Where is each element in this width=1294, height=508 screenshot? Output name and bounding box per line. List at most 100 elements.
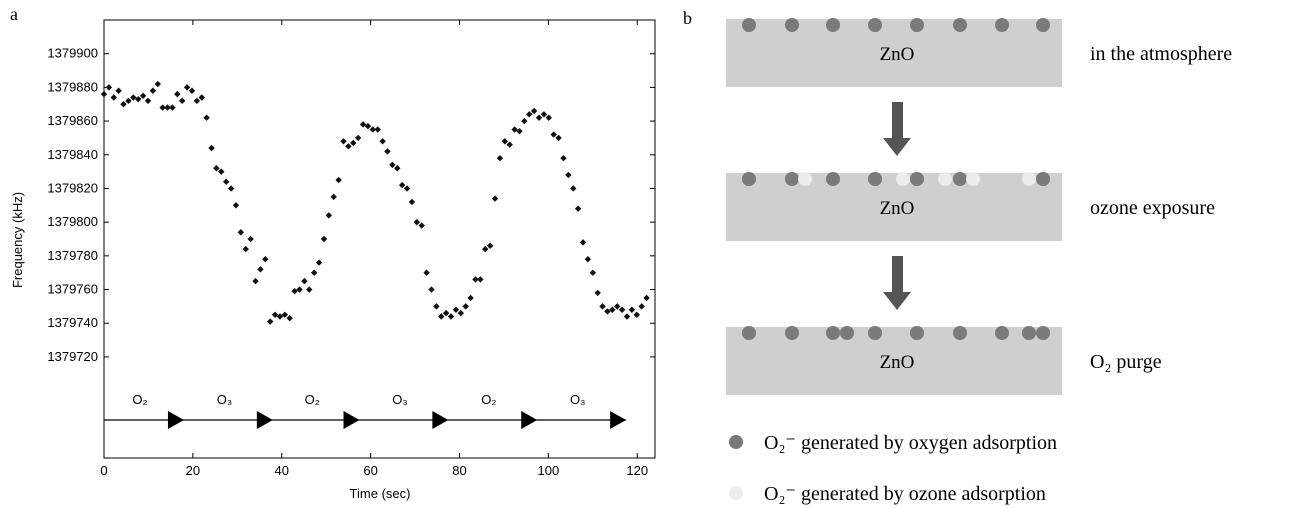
data-point: [237, 229, 245, 236]
step-caption: in the atmosphere: [1090, 43, 1232, 65]
data-point: [521, 117, 528, 125]
data-point: [384, 148, 391, 155]
data-point: [477, 276, 484, 283]
phase-label: O₃: [392, 392, 407, 407]
data-point: [183, 84, 191, 91]
data-point: [482, 245, 489, 253]
data-point: [149, 87, 157, 94]
data-point: [516, 127, 523, 135]
data-point: [125, 97, 132, 105]
data-point: [628, 306, 636, 313]
y-tick-label: 1379740: [47, 315, 98, 330]
data-point: [433, 303, 440, 310]
data-point: [232, 202, 240, 209]
data-point: [203, 114, 210, 121]
data-point: [208, 144, 215, 152]
diagram: ZnO ZnO ZnO in the atmosphere ozone expo…: [726, 18, 1232, 505]
data-point: [105, 84, 113, 91]
phase-arrowhead: [167, 411, 184, 429]
data-point: [604, 308, 611, 315]
y-tick-label: 1379900: [47, 46, 98, 61]
data-point: [545, 114, 552, 121]
data-point: [501, 138, 509, 145]
data-point: [257, 266, 264, 273]
data-point: [555, 134, 562, 142]
data-point: [394, 165, 401, 172]
data-point: [457, 309, 465, 317]
data-point: [169, 104, 176, 111]
data-point: [584, 256, 592, 263]
data-point: [100, 90, 108, 98]
process-arrows: [883, 102, 911, 310]
data-point: [188, 87, 196, 94]
oxygen-dots: [742, 18, 1050, 340]
data-point: [350, 139, 357, 147]
data-point: [565, 171, 572, 179]
data-point: [496, 154, 504, 162]
data-point: [213, 165, 220, 172]
x-tick-label: 20: [186, 463, 200, 478]
data-point: [266, 318, 274, 325]
data-point: [403, 185, 411, 192]
data-point: [154, 80, 161, 88]
data-point: [467, 294, 474, 302]
data-point: [179, 97, 186, 105]
y-tick-label: 1379780: [47, 248, 98, 263]
phase-arrowhead: [343, 411, 360, 429]
legend-text: O₂⁻ generated by ozone adsorption: [764, 483, 1046, 505]
data-point: [447, 313, 455, 320]
phase-label: O₃: [570, 392, 585, 407]
phase-label: O₂: [481, 392, 496, 407]
data-point: [418, 222, 425, 229]
block-label: ZnO: [880, 198, 915, 219]
data-point: [589, 269, 596, 276]
data-point: [193, 97, 201, 105]
data-point: [135, 95, 142, 103]
data-point: [130, 94, 137, 101]
data-point: [374, 126, 381, 133]
y-tick-label: 1379880: [47, 79, 98, 94]
data-point: [110, 94, 117, 101]
y-tick-label: 1379840: [47, 147, 98, 162]
step-caption: ozone exposure: [1090, 197, 1215, 219]
data-point: [218, 168, 225, 175]
data-point: [345, 143, 352, 150]
panel-label: b: [683, 8, 692, 28]
data-point: [398, 181, 406, 189]
phase-arrowhead: [521, 411, 538, 429]
data-point: [594, 289, 601, 297]
data-point: [310, 269, 318, 276]
data-point: [452, 306, 460, 313]
phase-arrowhead: [432, 411, 449, 429]
x-tick-label: 120: [626, 463, 648, 478]
data-point: [540, 111, 548, 118]
panel-label: a: [10, 4, 18, 24]
data-point: [144, 97, 152, 105]
data-point: [428, 286, 435, 293]
data-point: [638, 303, 645, 310]
data-point: [227, 185, 235, 192]
data-point: [423, 269, 430, 276]
data-point: [262, 256, 269, 263]
data-point: [579, 239, 587, 246]
data-point: [247, 235, 254, 243]
data-point: [369, 126, 377, 133]
data-point: [408, 198, 416, 206]
data-point: [320, 235, 328, 243]
legend-text: O₂⁻ generated by oxygen adsorption: [764, 432, 1057, 454]
data-point: [550, 131, 557, 138]
data-point: [174, 90, 181, 98]
phase-label: O₂: [132, 392, 147, 407]
zno-block: [726, 173, 1062, 241]
data-point: [281, 311, 289, 319]
data-point: [491, 195, 499, 202]
data-point: [301, 277, 308, 285]
data-point: [614, 303, 621, 310]
data-point: [526, 111, 533, 118]
phase-arrowhead: [256, 411, 273, 429]
data-point: [570, 185, 577, 192]
data-point: [359, 121, 367, 128]
legend-swatch: [729, 435, 743, 449]
y-tick-label: 1379860: [47, 113, 98, 128]
